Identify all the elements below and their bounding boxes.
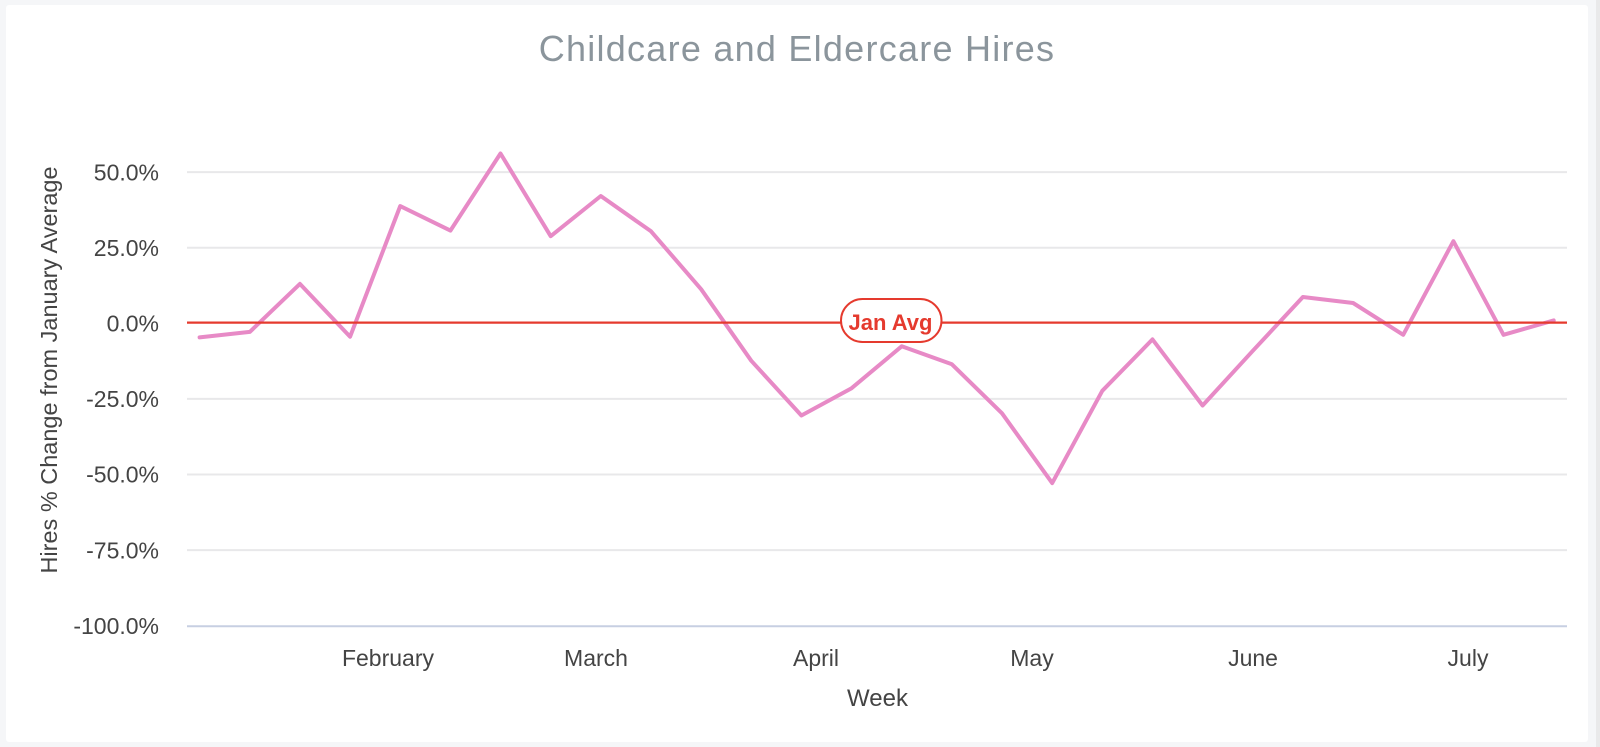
svg-text:April: April: [793, 645, 839, 671]
svg-text:February: February: [342, 645, 435, 671]
svg-text:-100.0%: -100.0%: [73, 613, 159, 639]
svg-text:Jan Avg: Jan Avg: [849, 310, 933, 335]
svg-text:March: March: [564, 645, 628, 671]
svg-text:-25.0%: -25.0%: [86, 386, 159, 412]
svg-text:-50.0%: -50.0%: [86, 462, 159, 488]
svg-text:50.0%: 50.0%: [94, 159, 159, 185]
svg-text:May: May: [1010, 645, 1054, 671]
svg-text:Childcare and Eldercare Hires: Childcare and Eldercare Hires: [539, 28, 1055, 69]
svg-text:25.0%: 25.0%: [94, 235, 159, 261]
svg-text:July: July: [1448, 645, 1489, 671]
svg-text:0.0%: 0.0%: [107, 311, 159, 337]
svg-text:-75.0%: -75.0%: [86, 537, 159, 563]
svg-text:Hires % Change from January Av: Hires % Change from January Average: [36, 166, 62, 573]
svg-text:Week: Week: [847, 685, 909, 712]
svg-text:June: June: [1228, 645, 1278, 671]
